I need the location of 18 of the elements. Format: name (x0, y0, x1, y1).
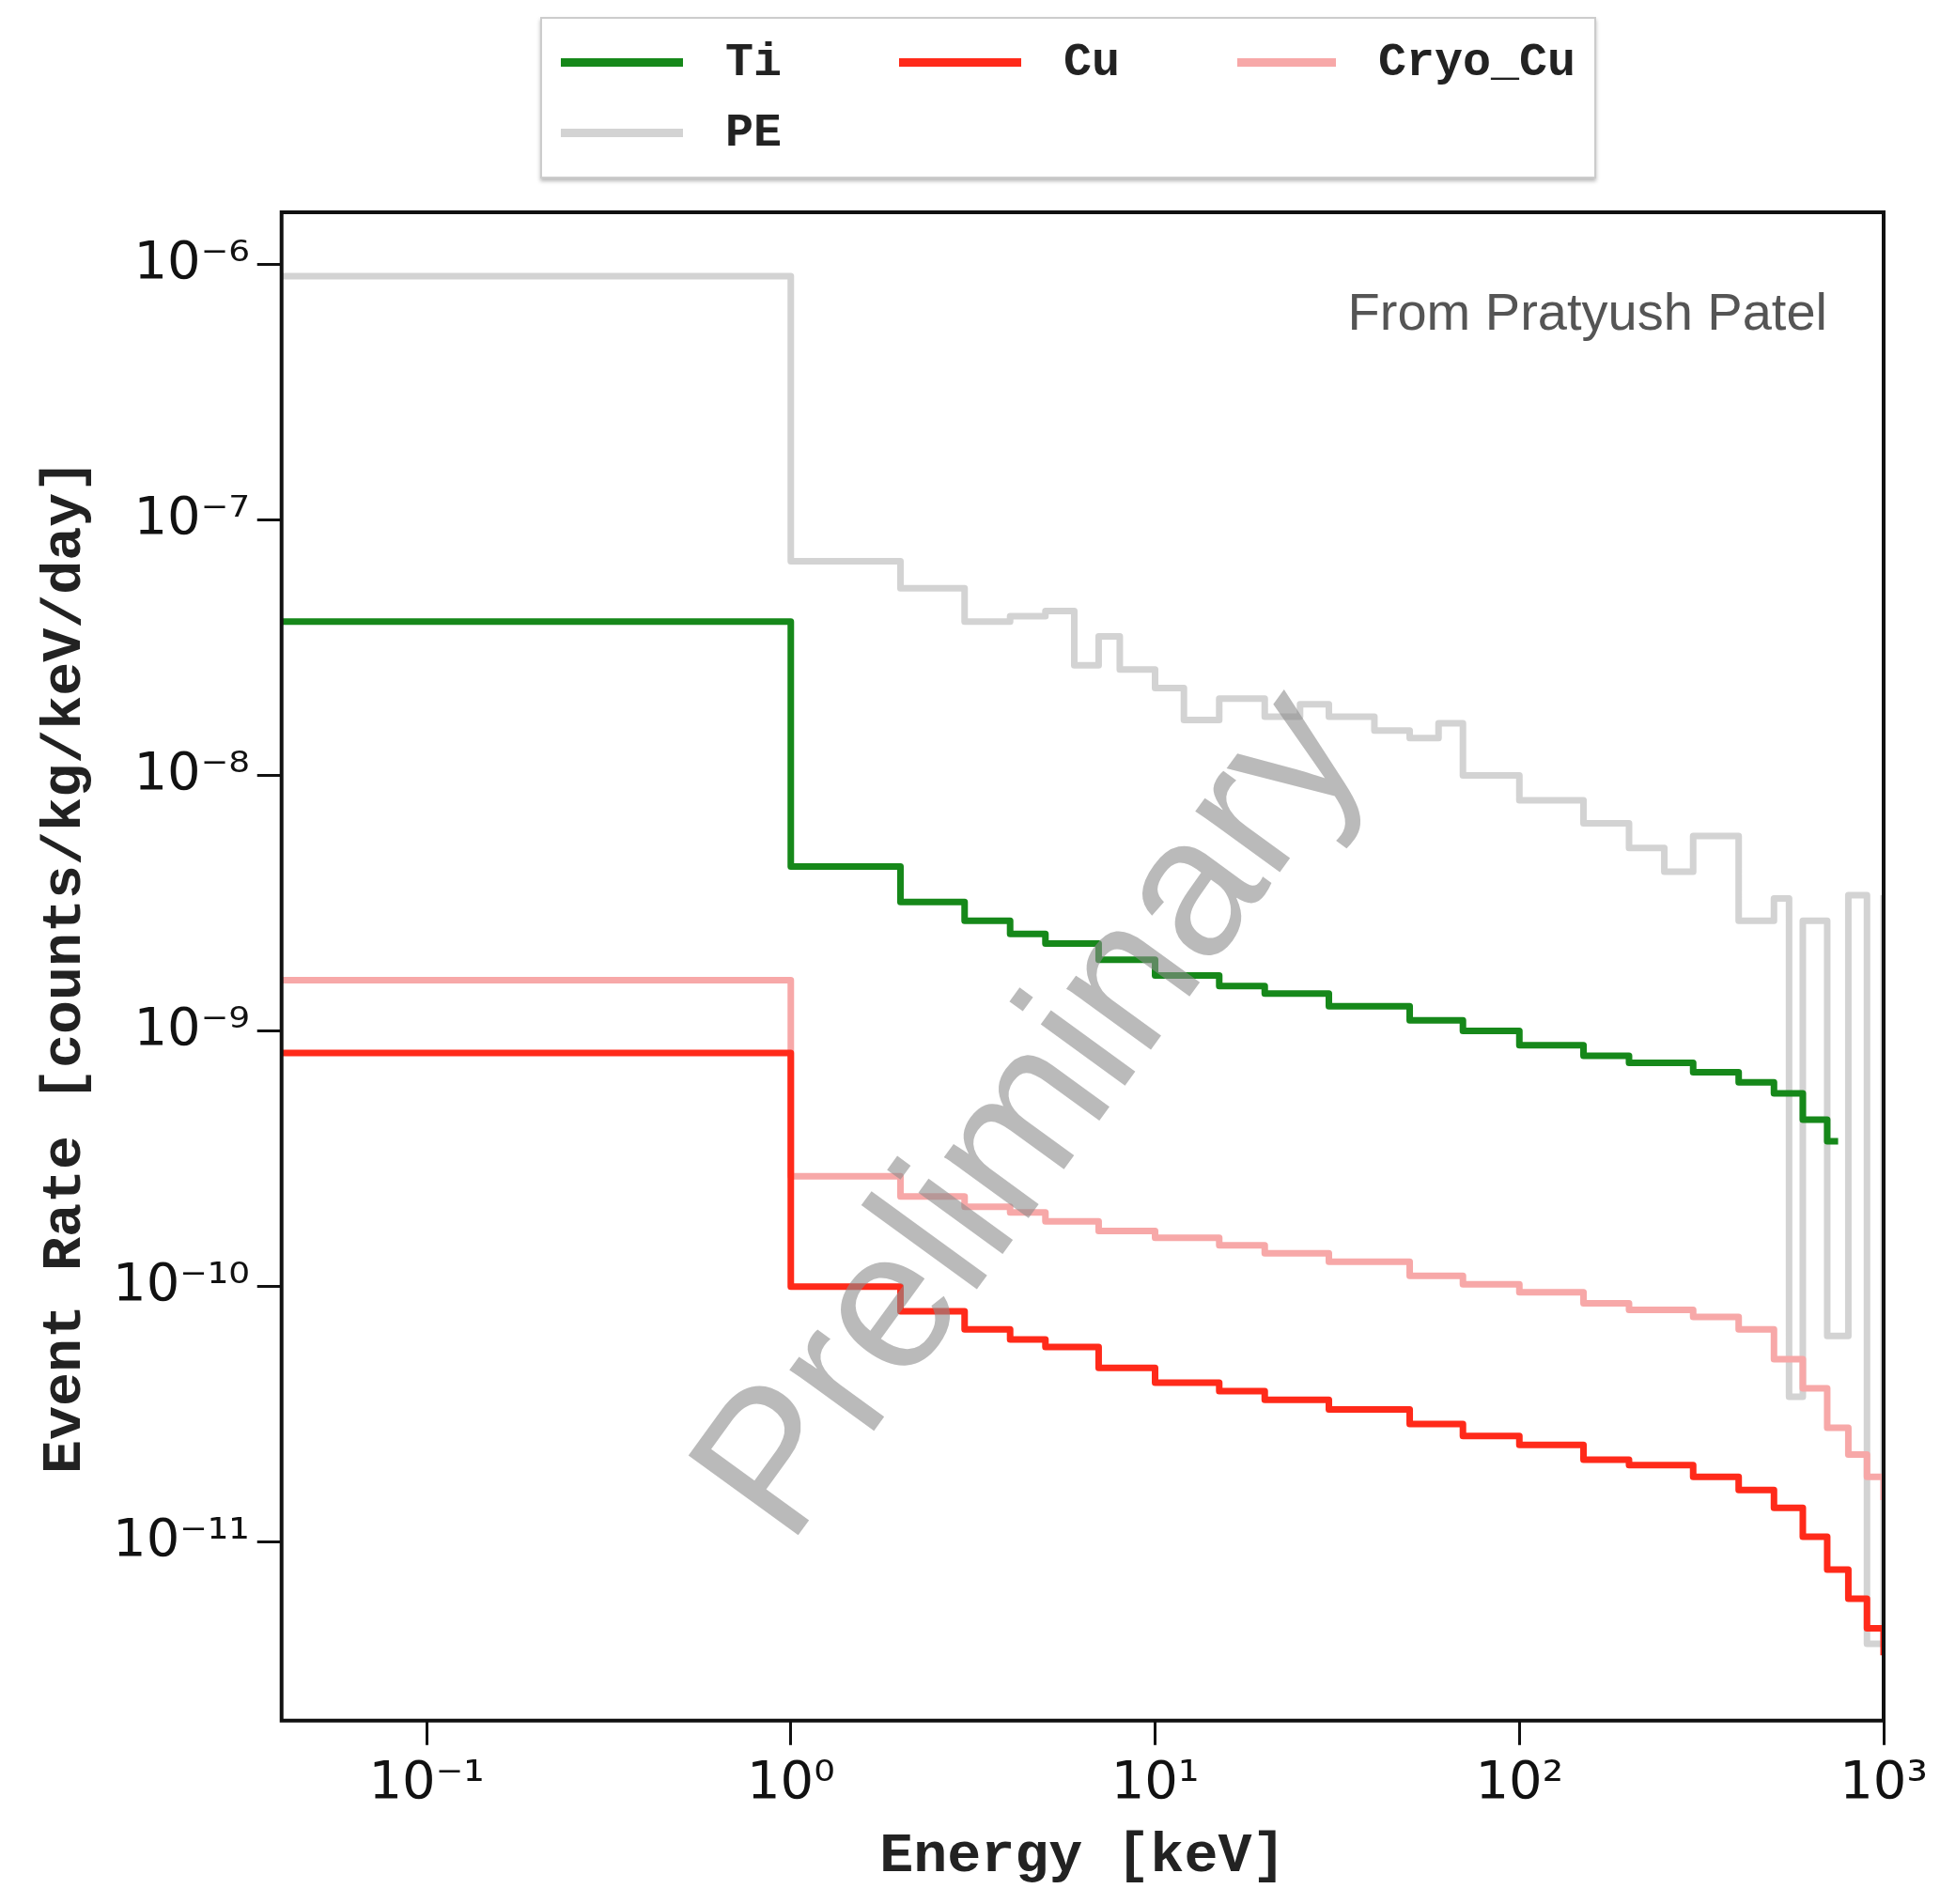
legend-label: Ti (725, 36, 783, 89)
x-tick-label: 10¹ (1110, 1748, 1200, 1810)
legend-label: PE (725, 106, 783, 160)
legend-label: Cryo_Cu (1377, 36, 1575, 89)
y-tick-label: 10⁻⁷ (133, 485, 250, 547)
x-tick-label: 10³ (1839, 1748, 1928, 1810)
x-tick-label: 10⁻¹ (368, 1748, 485, 1810)
y-tick-label: 10⁻¹¹ (113, 1507, 250, 1569)
y-axis-title: Event Rate [counts/kg/keV/day] (33, 458, 98, 1474)
y-tick-label: 10⁻⁸ (133, 740, 250, 802)
x-tick-label: 10² (1475, 1748, 1564, 1810)
y-tick-label: 10⁻¹⁰ (113, 1251, 250, 1313)
x-tick-label: 10⁰ (746, 1748, 835, 1810)
annotation: From Pratyush Patel (1347, 282, 1827, 342)
y-tick-label: 10⁻⁶ (133, 229, 250, 291)
y-tick-label: 10⁻⁹ (133, 996, 250, 1058)
x-axis-title: Energy [keV] (879, 1824, 1286, 1889)
legend-label: Cu (1063, 36, 1121, 89)
